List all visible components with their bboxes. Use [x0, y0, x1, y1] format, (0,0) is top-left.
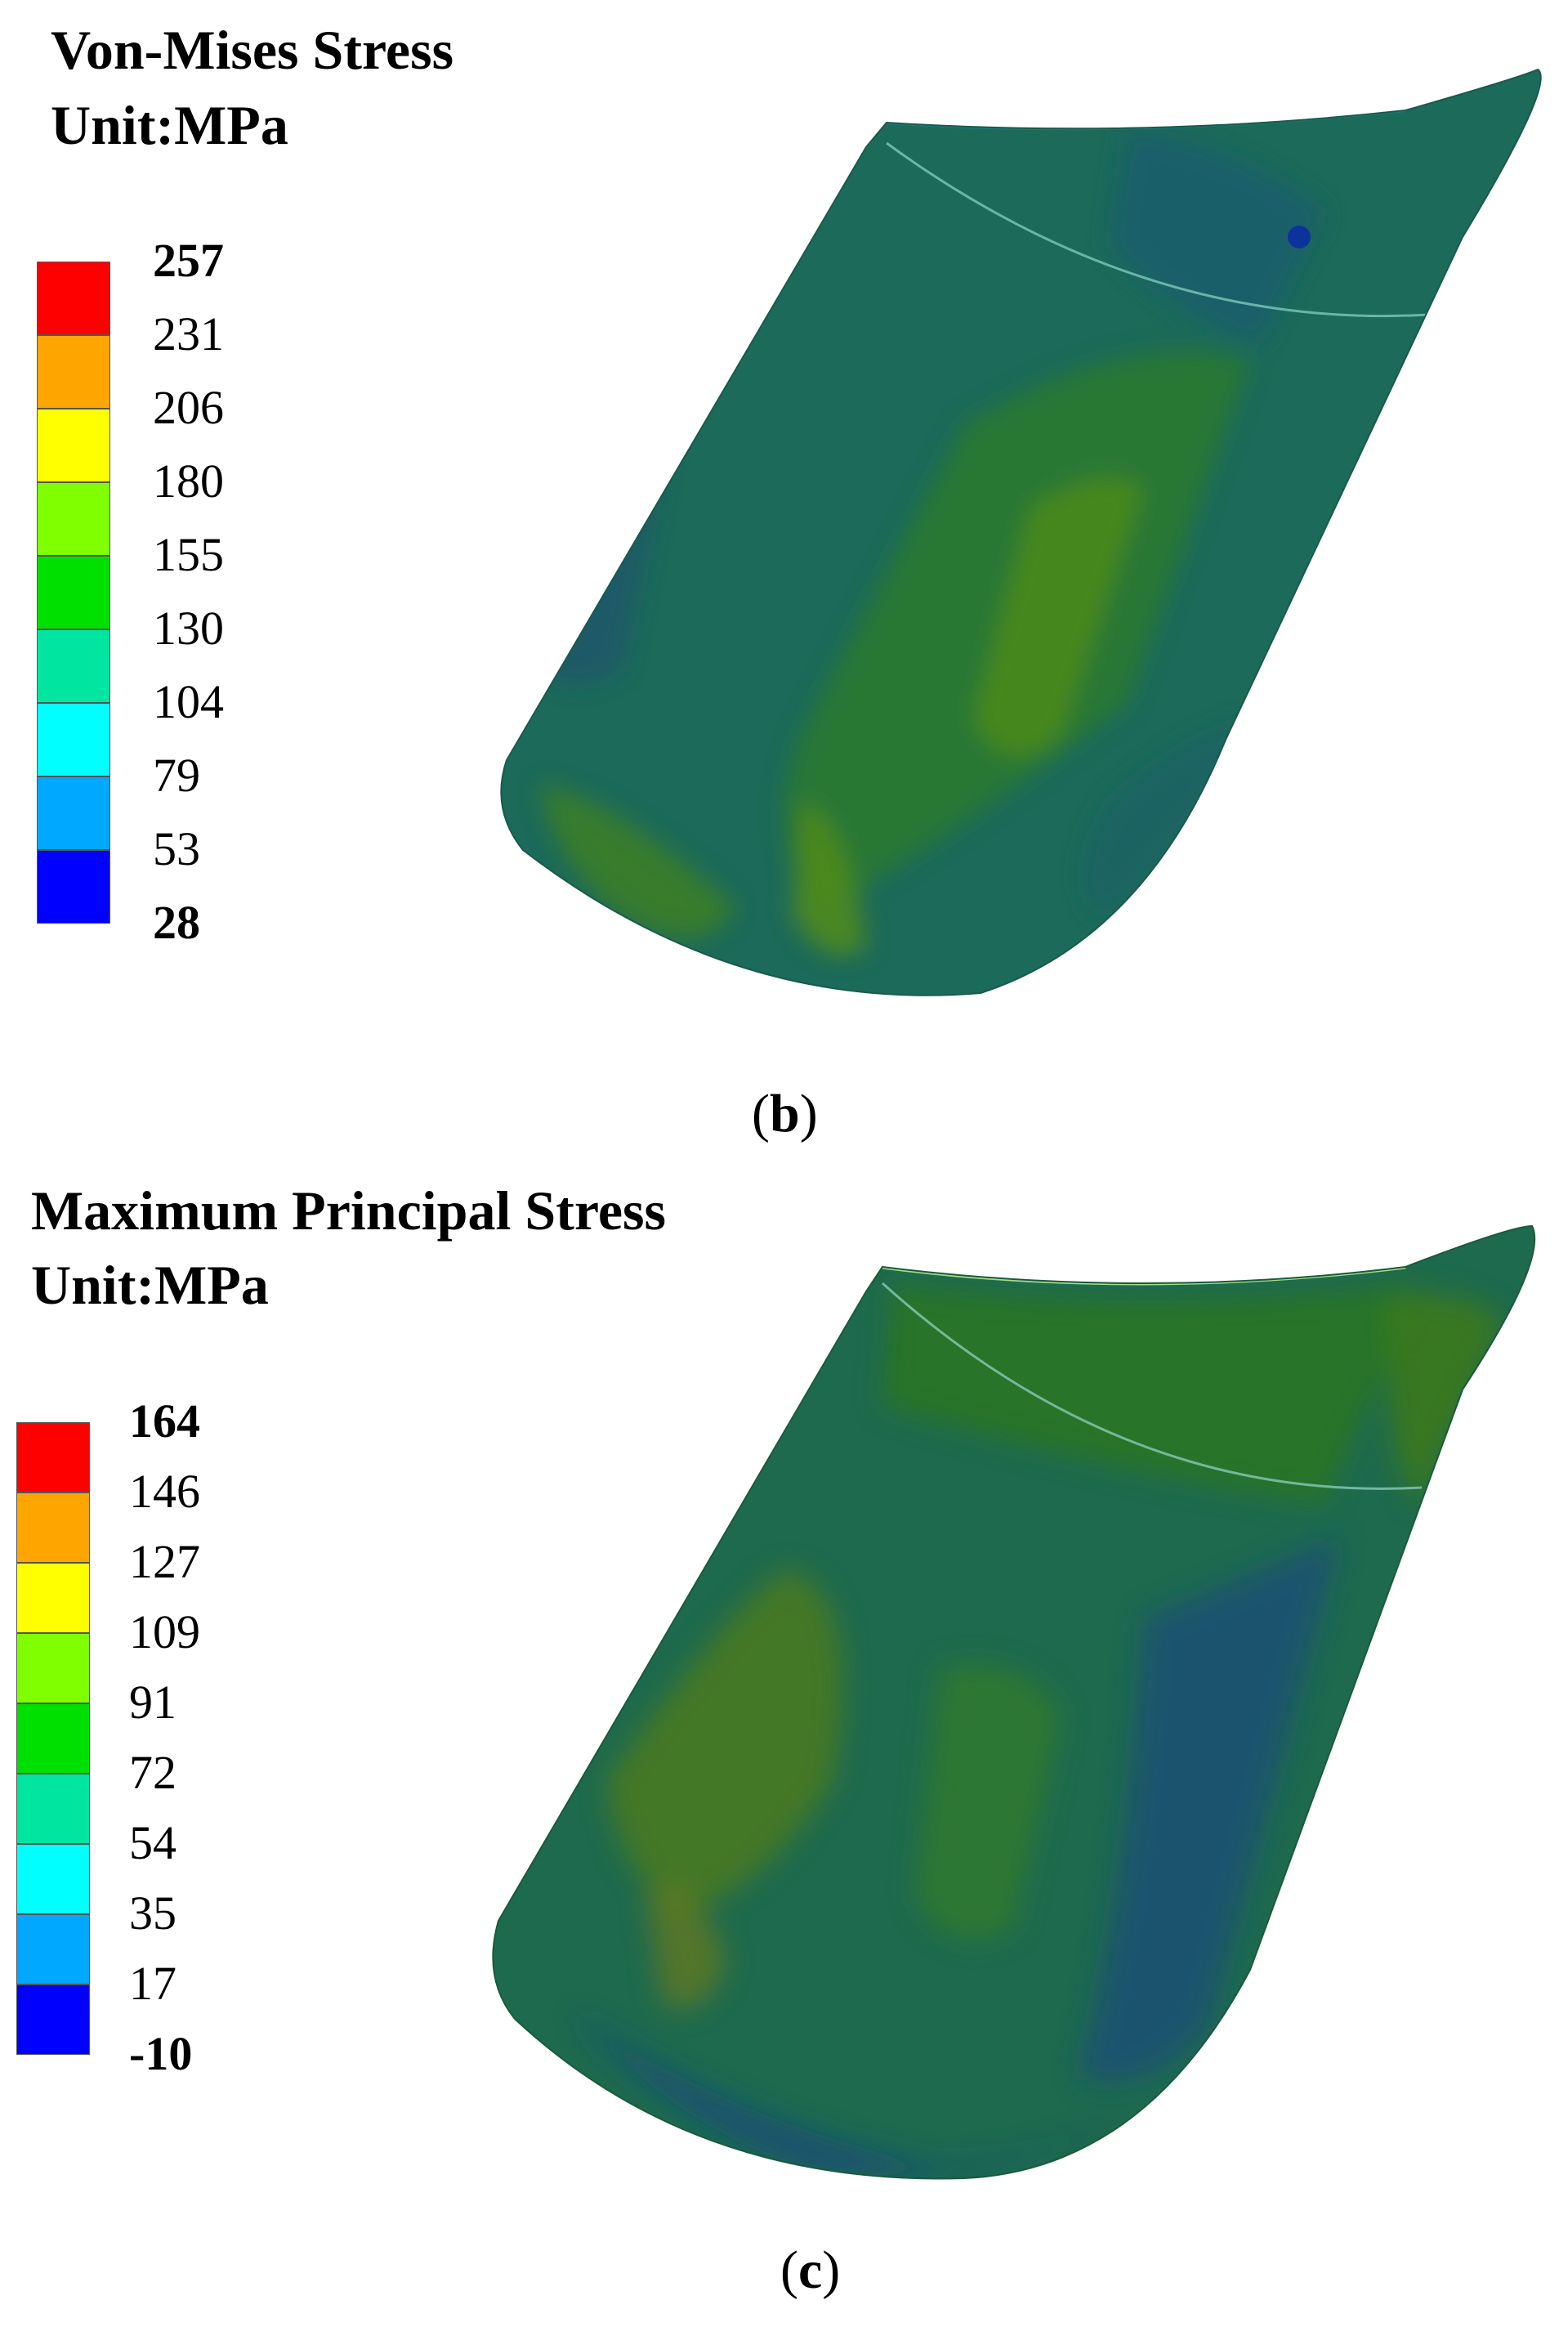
legend-tick-label: 54 [129, 1816, 176, 1869]
legend-color-band [16, 1774, 90, 1844]
legend-tick-label: 257 [153, 234, 224, 287]
legend-tick-label: 17 [129, 1957, 176, 2010]
legend-color-band [16, 1492, 90, 1563]
panel-c-title: Maximum Principal Stress [31, 1179, 666, 1242]
panel-b-unit: Unit:MPa [51, 94, 288, 156]
legend-tick-label: -10 [129, 2027, 193, 2080]
legend-tick-label: 79 [153, 749, 200, 802]
legend-color-band [16, 1563, 90, 1633]
legend-color-band [37, 335, 110, 409]
legend-tick-label: 35 [129, 1886, 176, 1940]
panel-c: Maximum Principal Stress Unit:MPa 164 146… [0, 1161, 1568, 2327]
legend-tick-label: 127 [129, 1535, 200, 1588]
legend-tick-label: 180 [153, 454, 224, 508]
legend-color-band [37, 409, 110, 482]
legend-color-band [16, 1914, 90, 1985]
legend-color-band [37, 262, 110, 335]
legend-color-band [16, 1985, 90, 2055]
legend-tick-label: 146 [129, 1465, 200, 1518]
legend-tick-label: 130 [153, 602, 224, 655]
legend-color-band [37, 703, 110, 776]
legend-color-band [37, 556, 110, 629]
legend-color-band [16, 1844, 90, 1914]
legend-tick-label: 72 [129, 1746, 176, 1799]
panel-c-caption: (c) [780, 2240, 841, 2300]
legend-tick-label: 155 [153, 528, 224, 581]
legend-tick-label: 53 [153, 822, 200, 875]
legend-color-band [16, 1703, 90, 1774]
legend-tick-label: 164 [129, 1394, 200, 1448]
panel-c-unit: Unit:MPa [31, 1254, 269, 1316]
legend-tick-label: 91 [129, 1676, 176, 1729]
blade-contour-b [500, 68, 1542, 996]
legend-color-band [37, 482, 110, 556]
legend-color-band [37, 776, 110, 850]
legend-tick-label: 28 [153, 896, 200, 949]
legend-tick-label: 231 [153, 307, 224, 360]
legend-color-band [16, 1422, 90, 1492]
legend-color-band [16, 1633, 90, 1703]
legend-color-band [37, 629, 110, 703]
panel-b-caption: (b) [752, 1084, 818, 1143]
blade-contour-c [492, 1224, 1536, 2180]
panel-b-title: Von-Mises Stress [51, 19, 454, 81]
legend-tick-label: 109 [129, 1605, 200, 1658]
legend-color-band [37, 850, 110, 924]
legend-tick-label: 206 [153, 381, 224, 434]
panel-b: Von-Mises Stress Unit:MPa 257 231 206 180 15… [0, 0, 1568, 1161]
legend-tick-label: 104 [153, 675, 224, 728]
